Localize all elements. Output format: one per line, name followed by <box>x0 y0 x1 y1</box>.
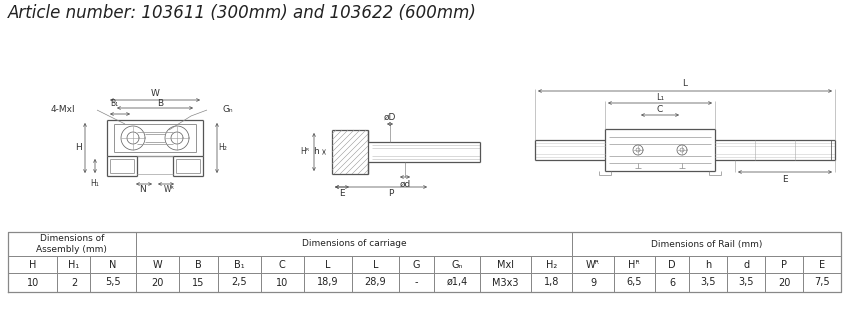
Text: 18,9: 18,9 <box>317 277 339 287</box>
Text: ød: ød <box>399 180 411 188</box>
Text: Gₙ: Gₙ <box>452 260 463 269</box>
Text: C: C <box>657 105 663 114</box>
Text: 1,8: 1,8 <box>544 277 559 287</box>
Text: L: L <box>683 79 688 89</box>
Text: B: B <box>157 99 163 108</box>
Text: øD: øD <box>384 113 396 122</box>
Text: W: W <box>150 90 160 99</box>
Text: L: L <box>325 260 330 269</box>
Text: L₁: L₁ <box>656 92 664 101</box>
Text: P: P <box>388 189 394 198</box>
Text: 9: 9 <box>590 277 596 287</box>
Text: 7,5: 7,5 <box>814 277 829 287</box>
Text: Hᴿ: Hᴿ <box>300 148 309 156</box>
Text: C: C <box>279 260 286 269</box>
Text: Article number: 103611 (300mm) and 103622 (600mm): Article number: 103611 (300mm) and 10362… <box>8 4 477 22</box>
Text: 2: 2 <box>70 277 77 287</box>
Text: H₁: H₁ <box>91 179 99 188</box>
Text: N: N <box>139 186 146 195</box>
Text: ø1,4: ø1,4 <box>447 277 468 287</box>
Text: Wᴿ: Wᴿ <box>164 186 174 195</box>
Text: Gₙ: Gₙ <box>223 106 233 115</box>
Text: Mxl: Mxl <box>498 260 514 269</box>
Text: h: h <box>313 147 319 156</box>
Text: W: W <box>152 260 162 269</box>
Text: H₂: H₂ <box>546 260 558 269</box>
Text: 5,5: 5,5 <box>105 277 121 287</box>
Text: N: N <box>110 260 117 269</box>
Text: 3,5: 3,5 <box>700 277 716 287</box>
Text: Hᴿ: Hᴿ <box>628 260 640 269</box>
Text: H: H <box>29 260 37 269</box>
Text: 20: 20 <box>151 277 163 287</box>
Text: 28,9: 28,9 <box>365 277 386 287</box>
Text: B₁: B₁ <box>234 260 245 269</box>
Text: E: E <box>340 189 345 198</box>
Text: 10: 10 <box>26 277 39 287</box>
Text: L: L <box>373 260 378 269</box>
Text: 4-Mxl: 4-Mxl <box>50 106 75 115</box>
Text: 6: 6 <box>669 277 675 287</box>
Text: d: d <box>743 260 750 269</box>
Text: Dimensions of
Assembly (mm): Dimensions of Assembly (mm) <box>37 234 107 254</box>
Text: 3,5: 3,5 <box>739 277 754 287</box>
Text: G: G <box>413 260 420 269</box>
Text: 20: 20 <box>778 277 790 287</box>
Text: H₁: H₁ <box>68 260 80 269</box>
Text: M3x3: M3x3 <box>492 277 519 287</box>
Text: -: - <box>415 277 419 287</box>
Text: D: D <box>668 260 676 269</box>
Text: h: h <box>706 260 711 269</box>
Text: Dimensions of Rail (mm): Dimensions of Rail (mm) <box>651 239 762 249</box>
Text: H₂: H₂ <box>218 143 228 153</box>
Text: 2,5: 2,5 <box>232 277 247 287</box>
Text: B₁: B₁ <box>110 99 118 108</box>
Text: H: H <box>76 143 82 153</box>
Text: 10: 10 <box>276 277 289 287</box>
Text: 6,5: 6,5 <box>627 277 642 287</box>
Text: Dimensions of carriage: Dimensions of carriage <box>301 239 407 249</box>
Text: Wᴿ: Wᴿ <box>586 260 600 269</box>
Text: 15: 15 <box>192 277 205 287</box>
Text: E: E <box>782 174 788 183</box>
Text: P: P <box>781 260 787 269</box>
Text: E: E <box>819 260 825 269</box>
Text: B: B <box>195 260 202 269</box>
